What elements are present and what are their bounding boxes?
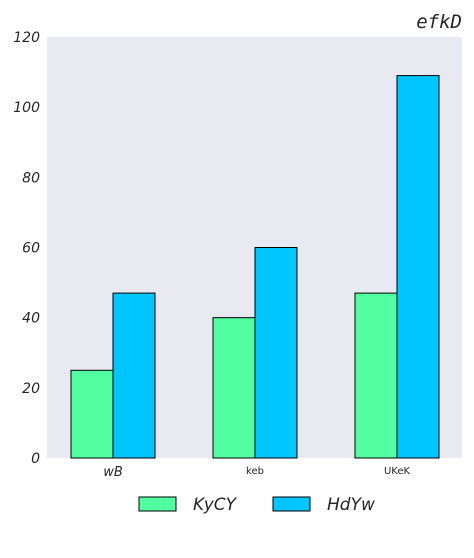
legend-swatch-KyCY xyxy=(138,496,177,512)
y-tick-label: 40 xyxy=(22,311,40,327)
legend-swatch-HdYw xyxy=(272,496,311,512)
y-tick-label: 80 xyxy=(22,170,40,186)
y-tick-label: 20 xyxy=(22,381,40,397)
y-tick-label: 60 xyxy=(22,241,40,257)
legend: KyCY HdYw xyxy=(138,495,375,515)
y-tick-label: 120 xyxy=(13,30,40,46)
y-axis-ticks: 0 20 40 60 80 100 120 xyxy=(13,30,40,467)
bar-HdYw-keb xyxy=(254,247,298,459)
bar-HdYw-UKeK xyxy=(396,75,440,459)
chart-title: efkD xyxy=(416,11,462,33)
x-tick-label: UKeK xyxy=(384,466,411,477)
y-tick-label: 100 xyxy=(13,100,40,116)
x-axis-ticks: wB keb UKeK xyxy=(103,465,410,480)
x-tick-label: wB xyxy=(103,465,123,480)
x-tick-label: keb xyxy=(246,466,264,477)
bars-layer xyxy=(70,75,440,459)
bar-KyCY-keb xyxy=(212,317,256,459)
bar-KyCY-wB xyxy=(70,369,114,459)
legend-label: KyCY xyxy=(193,495,238,515)
y-tick-label: 0 xyxy=(31,451,40,467)
legend-label: HdYw xyxy=(327,495,375,515)
bar-HdYw-wB xyxy=(112,292,156,459)
bar-KyCY-UKeK xyxy=(354,292,398,459)
